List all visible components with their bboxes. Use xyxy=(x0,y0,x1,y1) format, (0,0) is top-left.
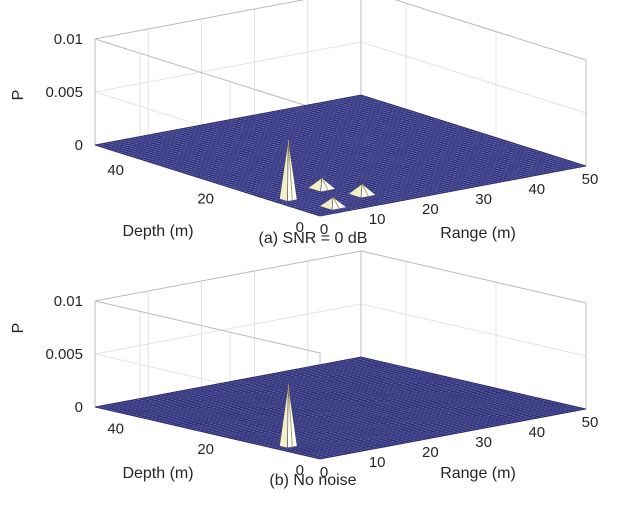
surface-mesh xyxy=(94,94,587,217)
x-tick-label: 30 xyxy=(475,191,492,208)
z-tick-label: 0.01 xyxy=(54,293,83,310)
y-tick-label: 20 xyxy=(197,191,214,208)
x-tick-label: 20 xyxy=(422,201,439,218)
z-tick-label: 0.01 xyxy=(54,31,83,48)
y-tick-label: 20 xyxy=(197,441,214,458)
x-tick-label: 10 xyxy=(369,211,386,228)
x-tick-label: 30 xyxy=(475,434,492,451)
z-tick-label: 0.005 xyxy=(45,346,83,363)
x-tick-label: 40 xyxy=(528,181,545,198)
z-gridline xyxy=(94,0,306,40)
z-axis-label: P xyxy=(10,323,27,334)
axis-line xyxy=(94,300,321,354)
axis-line xyxy=(94,38,321,111)
peak-3 xyxy=(307,177,337,193)
surface-plot-b: 0 0.005 0.01 0 20 40 0 10 20 30 40 50 P Depth (m) Rang… xyxy=(10,250,599,489)
x-axis-label: Range (m) xyxy=(440,225,516,242)
axis-line xyxy=(394,0,587,61)
x-tick-label: 10 xyxy=(369,454,386,471)
y-axis-label: Depth (m) xyxy=(122,465,193,482)
z-gridline xyxy=(94,303,362,355)
surface-plot-a: 0 0.005 0.01 0 20 40 0 10 20 30 40 50 P Depth (m) Rang… xyxy=(10,0,598,247)
y-axis-label: Depth (m) xyxy=(122,223,193,240)
z-gridline xyxy=(94,41,362,93)
y-tick-label: 0 xyxy=(296,219,304,236)
x-tick-label: 0 xyxy=(320,464,328,481)
x-tick-label: 40 xyxy=(528,424,545,441)
y-tick-label: 0 xyxy=(296,462,304,479)
subfigure-caption: (b) No noise xyxy=(269,472,356,489)
z-tick-label: 0 xyxy=(75,399,83,416)
axis-line xyxy=(94,0,306,40)
peak-1 xyxy=(279,139,298,202)
z-tick-label: 0.005 xyxy=(45,84,83,101)
z-axis-label: P xyxy=(10,90,27,101)
x-tick-label: 50 xyxy=(582,414,599,431)
peak-2 xyxy=(318,196,348,211)
peak-4 xyxy=(347,183,377,199)
z-gridline xyxy=(360,41,587,114)
x-tick-label: 0 xyxy=(320,221,328,238)
subfigure-caption: (a) SNR = 0 dB xyxy=(259,230,368,247)
z-tick-label: 0 xyxy=(75,137,83,154)
x-axis-label: Range (m) xyxy=(440,465,516,482)
axis-line xyxy=(360,250,587,304)
y-tick-label: 40 xyxy=(107,162,124,179)
z-gridline xyxy=(394,0,587,61)
axis-line xyxy=(94,250,362,302)
y-tick-label: 40 xyxy=(107,420,124,437)
peak-1 xyxy=(279,384,298,449)
x-tick-label: 20 xyxy=(422,444,439,461)
z-gridline xyxy=(360,303,587,357)
x-tick-label: 50 xyxy=(582,171,599,188)
